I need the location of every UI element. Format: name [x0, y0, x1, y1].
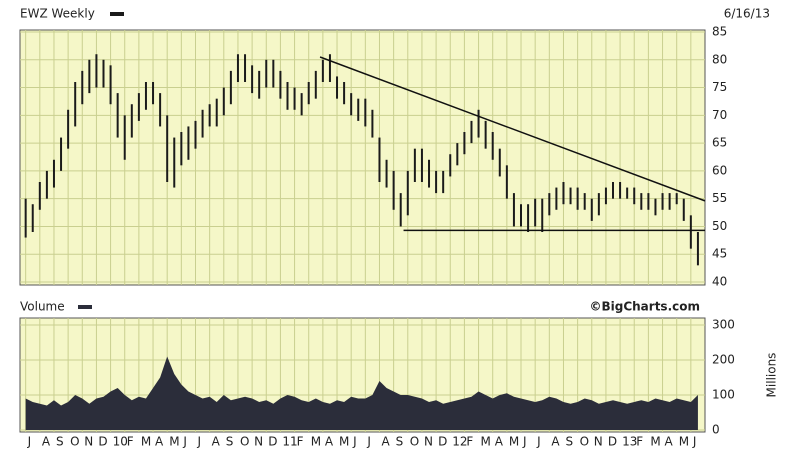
- y-tick-label: 65: [712, 136, 727, 150]
- x-tick-label: M: [141, 435, 151, 449]
- y-tick-label: 80: [712, 52, 727, 66]
- price-plot-area: [19, 29, 706, 286]
- x-tick-label: N: [84, 435, 93, 449]
- volume-area: [25, 356, 698, 430]
- x-tick-label: A: [42, 435, 51, 449]
- x-tick-label: J: [366, 435, 371, 449]
- x-tick-label: A: [155, 435, 164, 449]
- y-tick-label: 0: [712, 423, 720, 437]
- legend-swatch: [78, 305, 92, 309]
- x-tick-label: 10: [113, 435, 128, 449]
- x-tick-label: 13: [622, 435, 637, 449]
- x-tick-label: J: [27, 435, 32, 449]
- x-tick-label: S: [565, 435, 573, 449]
- y-tick-label: 100: [712, 388, 735, 402]
- x-tick-label: O: [410, 435, 419, 449]
- x-tick-label: A: [325, 435, 334, 449]
- volume-title: Volume: [20, 300, 65, 314]
- x-tick-label: M: [169, 435, 179, 449]
- x-tick-label: A: [665, 435, 674, 449]
- x-tick-label: M: [650, 435, 660, 449]
- y-tick-label: 60: [712, 163, 727, 177]
- legend-swatch: [110, 12, 124, 16]
- x-tick-label: A: [551, 435, 560, 449]
- y-tick-label: 200: [712, 353, 735, 367]
- x-tick-label: J: [352, 435, 357, 449]
- x-tick-label: D: [98, 435, 107, 449]
- y-tick-label: 75: [712, 80, 727, 94]
- chart-title: EWZ Weekly: [20, 7, 95, 21]
- x-tick-label: S: [396, 435, 404, 449]
- x-tick-label: N: [424, 435, 433, 449]
- y-tick-label: 45: [712, 247, 727, 261]
- x-tick-label: O: [580, 435, 589, 449]
- x-tick-label: M: [481, 435, 491, 449]
- x-tick-label: N: [594, 435, 603, 449]
- x-tick-label: D: [268, 435, 277, 449]
- x-tick-label: N: [254, 435, 263, 449]
- y-tick-label: 40: [712, 275, 727, 289]
- x-tick-label: A: [381, 435, 390, 449]
- y-axis-label: Millions: [765, 353, 779, 398]
- x-tick-label: 11: [282, 435, 297, 449]
- x-tick-label: J: [692, 435, 697, 449]
- x-tick-label: 12: [452, 435, 467, 449]
- x-tick-label: M: [339, 435, 349, 449]
- x-tick-label: D: [608, 435, 617, 449]
- y-tick-label: 55: [712, 191, 727, 205]
- x-tick-label: D: [438, 435, 447, 449]
- date-label: 6/16/13: [724, 7, 770, 21]
- x-tick-label: A: [495, 435, 504, 449]
- x-tick-label: A: [212, 435, 221, 449]
- x-tick-label: O: [240, 435, 249, 449]
- y-tick-label: 85: [712, 25, 727, 39]
- x-tick-label: J: [196, 435, 201, 449]
- x-tick-label: F: [636, 435, 643, 449]
- y-tick-label: 300: [712, 318, 735, 332]
- x-tick-label: J: [536, 435, 541, 449]
- x-tick-label: J: [182, 435, 187, 449]
- x-tick-label: M: [679, 435, 689, 449]
- y-tick-label: 50: [712, 219, 727, 233]
- x-tick-label: M: [311, 435, 321, 449]
- x-tick-label: F: [127, 435, 134, 449]
- x-tick-label: F: [297, 435, 304, 449]
- trendline: [319, 56, 706, 202]
- x-tick-label: M: [509, 435, 519, 449]
- x-tick-label: S: [56, 435, 64, 449]
- x-tick-label: J: [522, 435, 527, 449]
- x-tick-label: F: [466, 435, 473, 449]
- y-tick-label: 70: [712, 108, 727, 122]
- source-label: ©BigCharts.com: [589, 300, 700, 314]
- x-tick-label: S: [226, 435, 234, 449]
- x-tick-label: O: [70, 435, 79, 449]
